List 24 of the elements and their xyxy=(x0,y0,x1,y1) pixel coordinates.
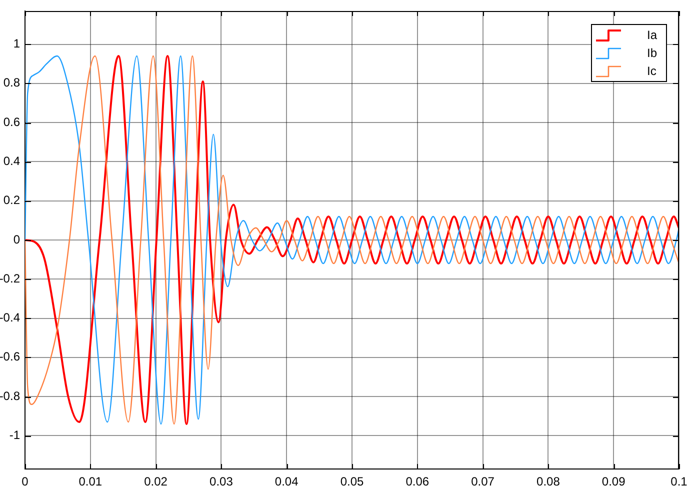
y-tick-label: 1 xyxy=(13,36,20,51)
y-tick-label: -0.6 xyxy=(0,350,20,364)
y-tick-label: 0.8 xyxy=(3,76,20,90)
y-tick-label: 0 xyxy=(13,232,20,246)
y-tick-label: 0.6 xyxy=(3,114,20,129)
x-tick-label: 0.03 xyxy=(210,474,234,489)
legend-label: Ic xyxy=(646,64,656,78)
x-tick-label: 0.09 xyxy=(602,474,626,489)
x-tick-label: 0.05 xyxy=(340,474,364,489)
legend-label: Ia xyxy=(646,28,658,42)
x-tick-label: 0.07 xyxy=(471,474,495,489)
x-tick-label: 0.1 xyxy=(670,474,688,489)
legend-label: Ib xyxy=(646,46,658,60)
y-tick-label: -0.4 xyxy=(0,310,20,325)
y-tick-label: -0.2 xyxy=(0,271,20,286)
x-tick-label: 0.04 xyxy=(274,474,299,489)
x-tick-label: 0.02 xyxy=(144,474,168,489)
y-tick-label: -0.8 xyxy=(0,388,20,403)
y-tick-label: 0.2 xyxy=(3,193,20,208)
y-tick-label: -1 xyxy=(9,428,20,442)
x-tick-label: 0.08 xyxy=(536,474,560,489)
x-tick-label: 0.06 xyxy=(406,474,430,489)
y-tick-label: 0.4 xyxy=(3,154,20,168)
x-tick-label: 0.01 xyxy=(78,474,102,489)
